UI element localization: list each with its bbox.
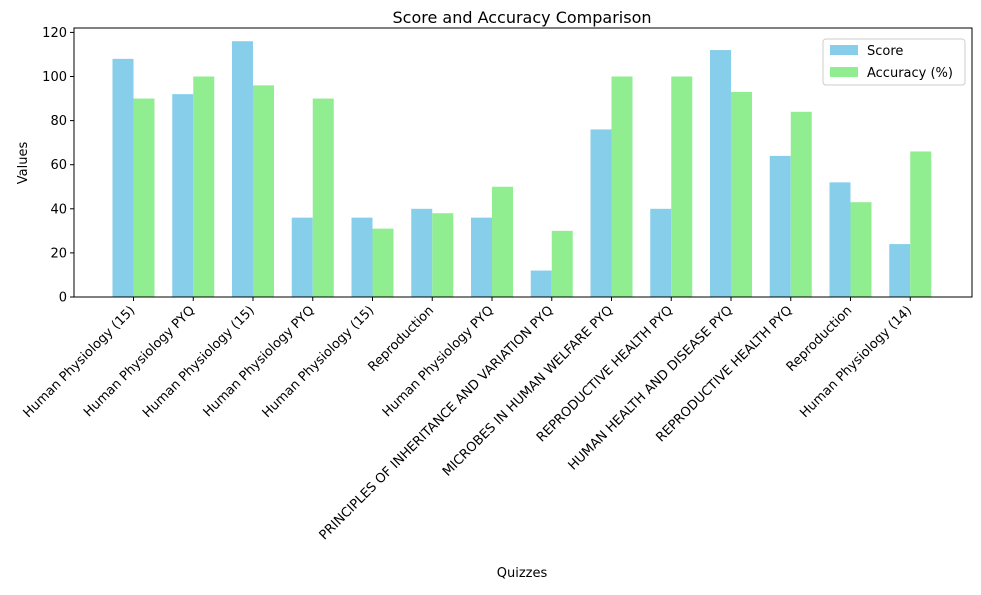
bar-score	[889, 244, 911, 297]
y-tick-label: 60	[50, 158, 67, 173]
legend-swatch-accuracy	[830, 67, 858, 77]
legend-swatch-score	[830, 45, 858, 55]
y-tick-label: 40	[50, 202, 67, 217]
legend: Score Accuracy (%)	[822, 38, 966, 86]
x-tick-label: Human Physiology (15)	[140, 303, 258, 421]
bar-accuracy	[551, 230, 573, 297]
chart-title: Score and Accuracy Comparison	[392, 8, 651, 27]
y-tick-label: 80	[50, 114, 67, 129]
bar-accuracy	[492, 186, 513, 297]
bar-accuracy	[731, 91, 752, 297]
bars-group	[112, 41, 932, 298]
y-tick-label: 20	[50, 246, 67, 261]
bar-score	[471, 217, 492, 297]
bar-score	[351, 217, 373, 297]
plot-frame	[73, 27, 973, 298]
y-axis-label: Values	[16, 142, 31, 185]
legend-label-score: Score	[867, 44, 903, 59]
bar-score	[650, 208, 672, 297]
bar-score	[710, 50, 731, 297]
x-axis: Human Physiology (15)Human Physiology PY…	[21, 297, 915, 543]
x-tick-label: Human Physiology (14)	[797, 303, 915, 421]
bar-score	[411, 208, 433, 297]
bar-accuracy	[790, 111, 812, 297]
bar-score	[232, 41, 253, 297]
bar-score	[829, 182, 851, 297]
bar-accuracy	[910, 151, 932, 297]
bar-accuracy	[611, 76, 633, 297]
x-tick-label: Human Physiology PYQ	[380, 303, 497, 420]
bar-score	[112, 58, 134, 297]
bar-accuracy	[372, 228, 394, 297]
x-axis-label: Quizzes	[497, 566, 548, 581]
x-tick-label: Human Physiology PYQ	[201, 303, 318, 420]
bar-score	[769, 155, 791, 297]
bar-score	[530, 270, 552, 297]
x-tick-label: Human Physiology (15)	[21, 303, 139, 421]
y-tick-label: 120	[42, 26, 67, 41]
bar-score	[590, 129, 612, 297]
bar-score	[172, 94, 194, 297]
y-axis: 0 20 40 60 80 100 120	[42, 26, 74, 306]
bar-accuracy	[133, 98, 155, 298]
y-tick-label: 0	[59, 291, 67, 306]
bar-accuracy	[671, 76, 693, 297]
legend-label-accuracy: Accuracy (%)	[867, 66, 953, 81]
x-tick-label: Human Physiology (15)	[260, 303, 378, 421]
bar-accuracy	[432, 213, 454, 297]
x-tick-label: Human Physiology PYQ	[81, 303, 198, 420]
bar-score	[291, 217, 313, 297]
bar-accuracy	[193, 76, 215, 297]
bar-accuracy	[312, 98, 334, 298]
x-tick-label: PRINCIPLES OF INHERITANCE AND VARIATION …	[317, 303, 557, 543]
bar-accuracy	[253, 85, 274, 297]
legend-frame	[822, 38, 966, 86]
y-tick-label: 100	[42, 70, 67, 85]
bar-accuracy	[850, 202, 872, 297]
